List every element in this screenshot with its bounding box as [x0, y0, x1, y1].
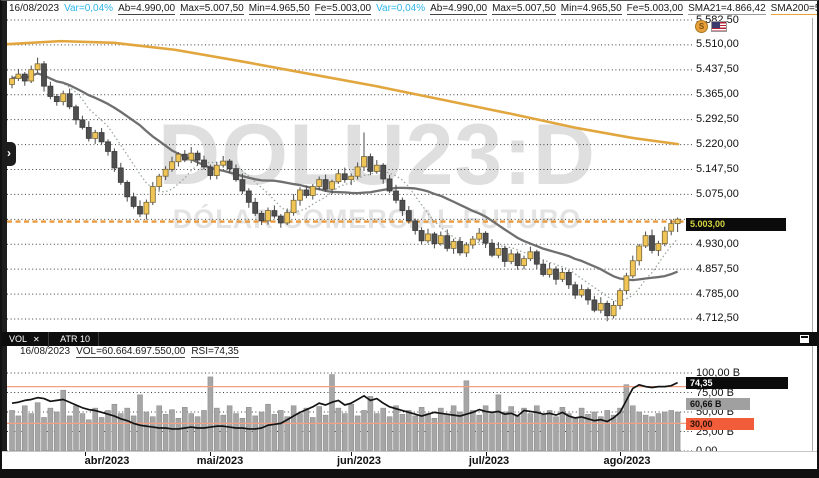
rsi-low-level-tag: 30,00 — [686, 418, 754, 430]
month-label: mai/2023 — [196, 455, 244, 467]
volume-info-field: RSI=74,35 — [191, 346, 239, 358]
price-axis-label: 5.220,00 — [696, 138, 739, 151]
price-axis-label: 5.437,50 — [696, 63, 739, 76]
header-field: Max=5.007,50 — [180, 3, 244, 15]
sma21-line — [11, 72, 679, 282]
us-flag-icon — [711, 21, 727, 32]
price-axis-label: 4.712,50 — [696, 312, 739, 325]
price-axis-label: 5.075,00 — [696, 187, 739, 200]
month-tick — [351, 452, 352, 456]
tab-vol-label: VOL — [9, 334, 28, 344]
month-tick — [210, 452, 211, 456]
volume-info-field: 16/08/2023 — [20, 346, 71, 357]
time-axis[interactable]: abr/2023 mai/2023 jun/2023 jul/2023 ago/2023 — [2, 451, 817, 469]
volume-rsi-canvas[interactable] — [2, 356, 819, 451]
month-tick — [486, 452, 487, 456]
month-label: abr/2023 — [84, 455, 130, 467]
bottom-bar — [2, 468, 817, 478]
header-field: Ab=4.990,00 — [118, 3, 176, 15]
price-axis-label: 4.785,00 — [696, 287, 739, 300]
close-icon[interactable]: ✕ — [33, 335, 40, 344]
header-field: Ab=4.990,00 — [430, 3, 488, 15]
rsi-value-tag: 74,35 — [686, 377, 788, 389]
volume-axis-label: 100,00 B — [696, 367, 741, 379]
price-axis-label: 4.857,50 — [696, 262, 739, 275]
volume-info-bar: 16/08/2023 VOL=60.664.697.550,00 RSI=74,35 — [2, 346, 817, 358]
candlestick-chart-canvas[interactable] — [2, 18, 819, 332]
volume-value-tag: 60,66 B — [686, 398, 750, 410]
month-tick — [620, 452, 621, 456]
tab-atr-label: ATR 10 — [60, 334, 91, 344]
price-axis-label: 4.930,00 — [696, 237, 739, 250]
header-field: Var=0,04% — [64, 3, 114, 14]
pane-right-edge — [812, 18, 813, 451]
month-label: ago/2023 — [603, 455, 651, 467]
watermark-ticker: DOLU23:D — [157, 107, 597, 203]
ohlc-info-bar: 16/08/2023 Var=0,04% Ab=4.990,00 Max=5.007,… — [2, 1, 817, 18]
month-label: jun/2023 — [336, 455, 382, 467]
header-field: Max=5.007,50 — [492, 3, 556, 15]
volume-info-field: VOL=60.664.697.550,00 — [76, 346, 186, 358]
tab-vol[interactable]: VOL ✕ — [2, 332, 49, 347]
header-field: Min=4.965,50 — [560, 3, 622, 15]
month-tick — [85, 452, 86, 456]
indicator-tab-bar: VOL ✕ ATR 10 — [2, 332, 817, 347]
tab-atr[interactable]: ATR 10 — [53, 332, 100, 346]
price-axis-label: 5.292,50 — [696, 113, 739, 126]
watermark-instrument-name: DÓLAR COMERCIAL FUTURO — [172, 204, 582, 234]
volume-axis-label: 75,00 B — [696, 386, 734, 399]
price-chart-pane[interactable]: DOLU23:D DÓLAR COMERCIAL FUTURO 5.582,50… — [2, 14, 819, 332]
sma8-line — [11, 72, 679, 302]
rsi-line — [11, 381, 678, 430]
watermark: DOLU23:D DÓLAR COMERCIAL FUTURO — [57, 110, 697, 234]
sma200-line — [5, 39, 680, 146]
restore-pane-icon[interactable] — [800, 335, 809, 343]
candlestick-series — [9, 57, 681, 322]
header-field: 16/08/2023 — [9, 3, 60, 14]
expand-sidebar-button[interactable]: › — [2, 142, 16, 166]
price-axis-label: 5.365,00 — [696, 88, 739, 101]
symbol-icons: S — [695, 20, 727, 33]
header-field: SMA200=5.221,34 — [770, 3, 817, 15]
last-price-tag: 5.003,00 — [686, 218, 786, 231]
header-field: SMA21=4.866,42 — [688, 3, 766, 15]
header-field: Fe=5.003,00 — [626, 3, 684, 15]
price-gridlines — [7, 19, 692, 320]
price-axis-label: 5.510,00 — [696, 38, 739, 51]
currency-coin-icon: S — [695, 20, 708, 33]
left-panel-strip — [2, 1, 7, 451]
price-axis-label: 5.147,50 — [696, 162, 739, 175]
month-label: jul/2023 — [468, 455, 510, 467]
header-field: Fe=5.003,00 — [314, 3, 372, 15]
header-field: Min=4.965,50 — [248, 3, 310, 15]
volume-pane[interactable]: 16/08/2023 VOL=60.664.697.550,00 RSI=74,35… — [2, 346, 819, 457]
header-field: Var=0,04% — [376, 3, 426, 14]
